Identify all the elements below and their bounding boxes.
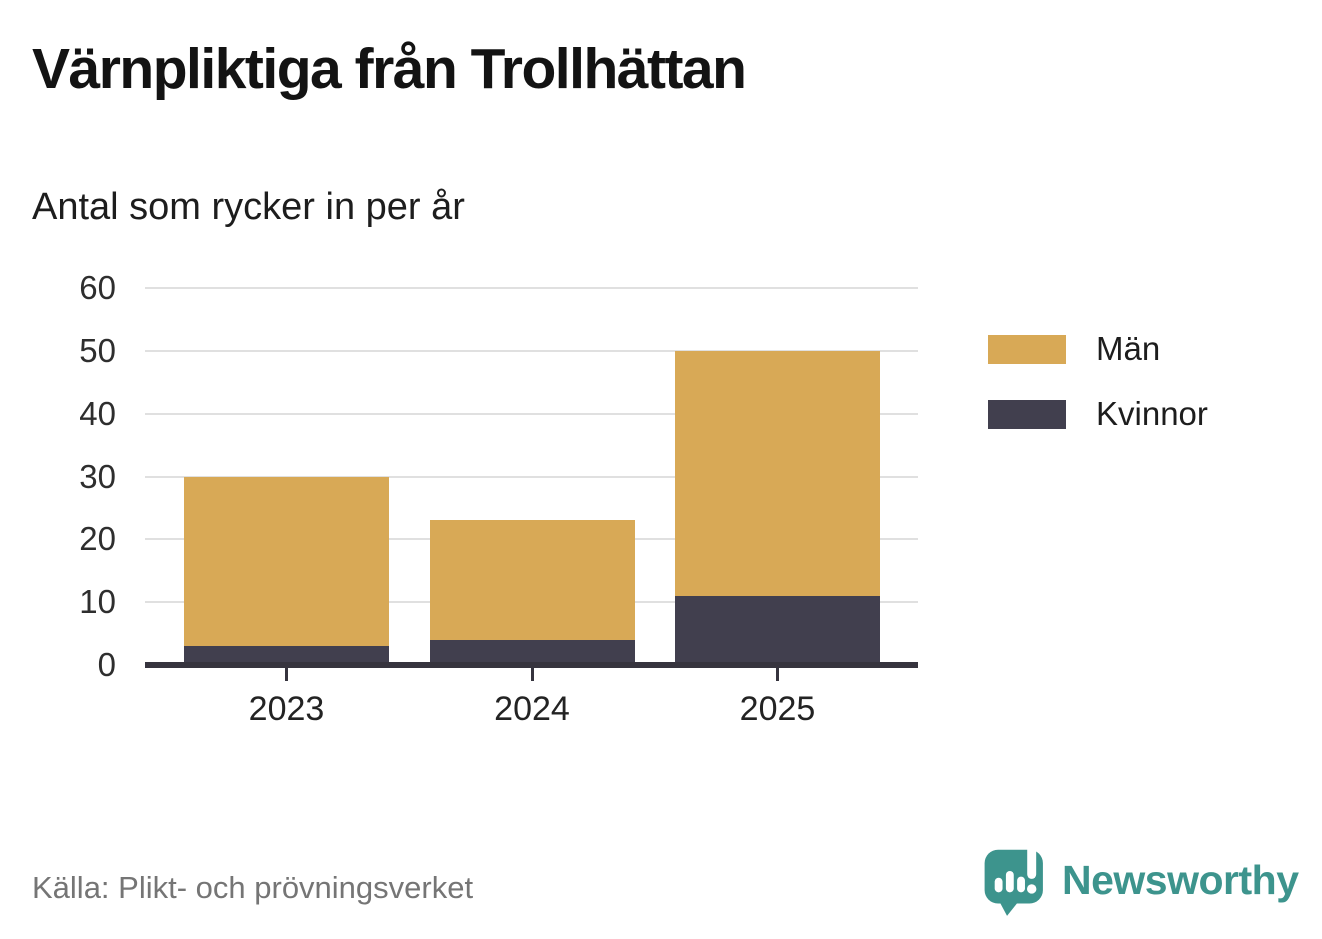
x-axis-tick-2023	[285, 668, 288, 681]
chart-subtitle: Antal som rycker in per år	[32, 186, 465, 228]
newsworthy-wordmark: Newsworthy	[1062, 856, 1299, 903]
bar-segment-män-2025	[675, 350, 880, 596]
x-axis-label-2025: 2025	[739, 690, 816, 728]
bar-segment-kvinnor-2023	[184, 646, 389, 665]
y-axis-label-50: 50	[79, 331, 116, 369]
legend-item-män: Män	[988, 330, 1208, 368]
bar-segment-kvinnor-2025	[675, 595, 880, 665]
y-axis-label-10: 10	[79, 583, 116, 621]
x-axis-label-2024: 2024	[494, 690, 570, 728]
y-axis-label-60: 60	[79, 269, 116, 306]
x-axis-label-2023: 2023	[248, 690, 325, 728]
x-axis-tick-2024	[530, 668, 534, 681]
y-axis-label-0: 0	[97, 646, 116, 683]
bar-segment-män-2023	[184, 476, 389, 647]
chart-title: Värnpliktiga från Trollhättan	[32, 37, 747, 101]
legend-label-kvinnor: Kvinnor	[1096, 395, 1208, 432]
gridline-40	[145, 412, 918, 415]
newsworthy-logo-icon	[984, 844, 1043, 916]
gridline-50	[145, 349, 918, 352]
source-note: Källa: Plikt- och prövningsverket	[32, 870, 474, 905]
legend-label-män: Män	[1096, 330, 1161, 367]
gridline-30	[145, 475, 918, 478]
y-axis-label-40: 40	[79, 394, 116, 432]
x-axis-line	[145, 662, 918, 668]
legend-item-kvinnor: Kvinnor	[988, 395, 1208, 433]
legend-swatch-kvinnor	[988, 399, 1066, 429]
gridline-60	[145, 287, 918, 289]
legend: Män Kvinnor	[988, 330, 1208, 460]
bar-segment-kvinnor-2024	[429, 639, 635, 665]
y-axis-label-20: 20	[79, 520, 116, 558]
newsworthy-brand: Newsworthy	[982, 843, 1299, 917]
y-axis-label-30: 30	[79, 457, 116, 495]
x-axis-tick-2025	[776, 668, 779, 681]
legend-swatch-män	[988, 334, 1066, 364]
bar-segment-män-2024	[429, 520, 635, 640]
